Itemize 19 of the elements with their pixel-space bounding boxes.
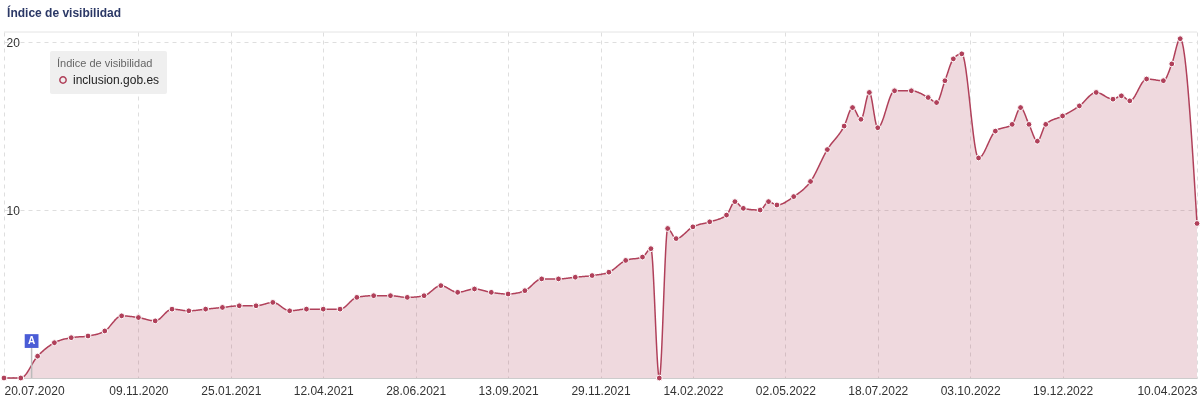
x-tick-label: 18.07.2022 [848,383,909,398]
x-tick-label: 09.11.2020 [109,383,169,398]
legend-title: Índice de visibilidad [57,57,153,69]
x-tick-label: 25.01.2021 [201,383,262,398]
legend-label: inclusion.gob.es [73,73,160,87]
x-tick-label: 19.12.2022 [1033,383,1094,398]
x-tick-label: 03.10.2022 [940,383,1002,398]
x-tick-label: 14.02.2022 [663,383,724,398]
y-tick-label: 20 [6,35,21,50]
x-tick-label: 28.06.2021 [386,383,447,398]
x-tick-label: 02.05.2022 [755,383,817,398]
x-tick-label: 10.04.2023 [1137,383,1198,398]
x-tick-label: 13.09.2021 [478,383,539,398]
y-tick-label: 10 [6,203,21,218]
x-tick-label: 12.04.2021 [293,383,355,398]
chart-title: Índice de visibilidad [7,4,122,20]
annotation: A [27,335,36,347]
x-tick-label: 29.11.2021 [571,383,631,398]
x-tick-label: 20.07.2020 [4,383,65,398]
